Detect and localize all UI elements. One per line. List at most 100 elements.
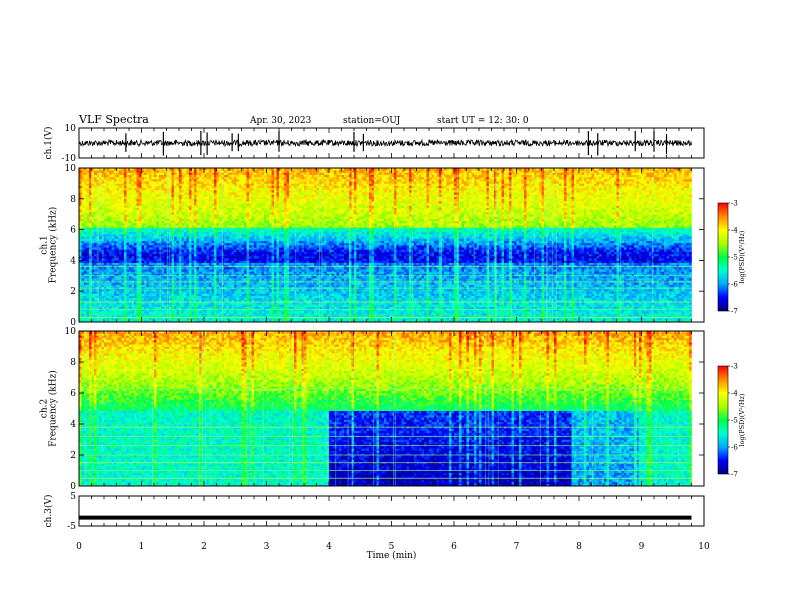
spectrogram-cell <box>226 231 230 235</box>
spectrogram-cell <box>171 236 175 239</box>
spectrogram-cell <box>81 260 85 263</box>
spectrogram-cell <box>126 271 130 274</box>
spectrogram-cell <box>139 289 142 292</box>
spectrogram-cell <box>114 185 117 189</box>
spectrogram-cell <box>231 264 235 268</box>
spectrogram-cell <box>176 190 180 193</box>
spectrogram-cell <box>201 269 205 272</box>
spectrogram-cell <box>174 231 177 235</box>
spectrogram-cell <box>151 242 155 246</box>
spectrogram-cell <box>166 297 170 301</box>
spectrogram-cell <box>214 271 217 274</box>
spectrogram-cell <box>134 260 137 263</box>
spectrogram-cell <box>251 317 255 321</box>
spectrogram-cell <box>99 242 102 246</box>
spectrogram-cell <box>241 251 245 255</box>
spectrogram-cell <box>174 242 177 246</box>
spectrogram-cell <box>116 176 120 180</box>
spectrogram-cell <box>181 231 185 235</box>
spectrogram-cell <box>184 293 187 296</box>
spectrogram-cell <box>244 198 247 202</box>
spectrogram-cell <box>116 218 120 222</box>
spectrogram-cell <box>89 223 92 226</box>
spectrogram-cell <box>79 258 82 261</box>
spectrogram-cell <box>174 253 177 257</box>
spectrogram-cell <box>236 245 240 248</box>
spectrogram-cell <box>231 170 235 173</box>
spectrogram-cell <box>211 218 215 222</box>
spectrogram-cell <box>224 311 227 314</box>
spectrogram-cell <box>219 227 222 230</box>
spectrogram-cell <box>134 256 137 259</box>
spectrogram-cell <box>81 201 85 204</box>
spectrogram-cell <box>194 192 197 195</box>
spectrogram-cell <box>129 194 132 197</box>
spectrogram-cell <box>204 179 207 182</box>
spectrogram-cell <box>206 190 210 193</box>
spectrogram-cell <box>221 256 225 259</box>
spectrogram-cell <box>111 194 115 197</box>
spectrogram-cell <box>119 201 122 204</box>
spectrogram-cell <box>139 311 142 314</box>
spectrogram-cell <box>124 258 127 261</box>
spectrogram-cell <box>86 192 90 195</box>
spectrogram-cell <box>129 225 132 228</box>
spectrogram-cell <box>106 302 110 305</box>
spectrogram-cell <box>111 291 115 294</box>
spectrogram-cell <box>184 253 187 257</box>
spectrogram-cell <box>149 308 152 312</box>
spectrogram-cell <box>141 258 145 261</box>
spectrogram-cell <box>116 273 120 277</box>
spectrogram-cell <box>176 293 180 296</box>
spectrogram-cell <box>89 196 92 200</box>
spectrogram-cell <box>199 192 202 195</box>
spectrogram-cell <box>79 308 82 312</box>
spectrogram-cell <box>164 207 167 211</box>
spectrogram-cell <box>84 223 87 226</box>
spectrogram-cell <box>81 183 85 186</box>
spectrogram-cell <box>121 267 125 270</box>
spectrogram-cell <box>216 216 220 219</box>
spectrogram-cell <box>94 168 97 171</box>
spectrogram-cell <box>249 306 252 310</box>
spectrogram-cell <box>214 284 217 288</box>
spectrogram-cell <box>181 192 185 195</box>
spectrogram-cell <box>229 256 232 259</box>
spectrogram-cell <box>141 220 145 224</box>
spectrogram-cell <box>239 302 242 305</box>
spectrogram-cell <box>246 251 250 255</box>
spectrogram-cell <box>191 205 195 208</box>
spectrogram-cell <box>246 187 250 191</box>
spectrogram-cell <box>171 212 175 215</box>
spectrogram-cell <box>251 306 255 310</box>
spectrogram-cell <box>136 236 140 239</box>
spectrogram-cell <box>164 271 167 274</box>
spectrogram-cell <box>104 275 107 279</box>
spectrogram-cell <box>126 251 130 255</box>
spectrogram-cell <box>136 269 140 272</box>
spectrogram-cell <box>224 168 227 171</box>
spectrogram-cell <box>224 203 227 206</box>
spectrogram-cell <box>106 236 110 239</box>
spectrogram-cell <box>164 185 167 189</box>
spectrogram-cell <box>234 306 237 310</box>
spectrogram-cell <box>209 187 212 191</box>
spectrogram-cell <box>136 223 140 226</box>
spectrogram-cell <box>204 231 207 235</box>
spectrogram-cell <box>181 311 185 314</box>
spectrogram-cell <box>139 225 142 228</box>
spectrogram-cell <box>199 187 202 191</box>
spectrogram-cell <box>89 227 92 230</box>
spectrogram-cell <box>124 185 127 189</box>
spectrogram-cell <box>139 229 142 233</box>
spectrogram-cell <box>206 306 210 310</box>
spectrogram-cell <box>214 218 217 222</box>
spectrogram-cell <box>116 220 120 224</box>
spectrogram-cell <box>181 269 185 272</box>
spectrogram-cell <box>201 216 205 219</box>
spectrogram-cell <box>234 304 237 307</box>
spectrogram-cell <box>84 187 87 191</box>
spectrogram-cell <box>246 207 250 211</box>
spectrogram-cell <box>204 218 207 222</box>
spectrogram-cell <box>129 293 132 296</box>
